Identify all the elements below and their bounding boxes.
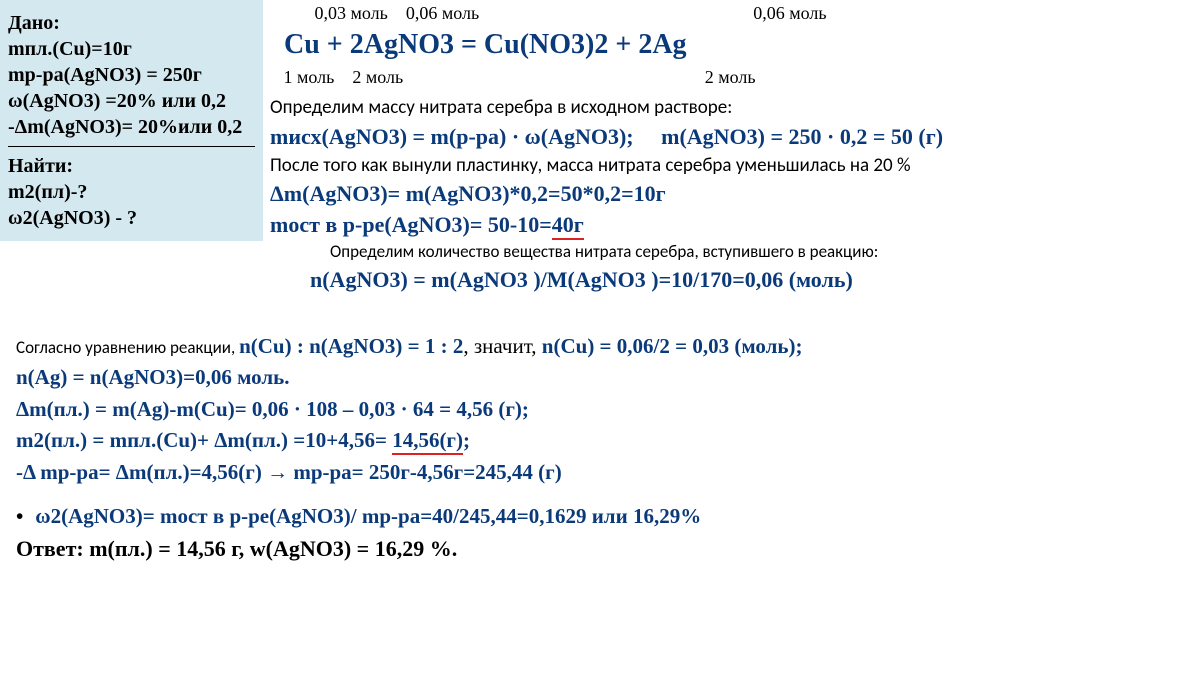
mol-label: 0,06 моль xyxy=(406,3,479,23)
answer-line: Ответ: m(пл.) = 14,56 г, w(AgNO3) = 16,2… xyxy=(16,533,1186,565)
step-description: Определим массу нитрата серебра в исходн… xyxy=(270,95,1190,121)
find-line: m2(пл)-? xyxy=(8,179,255,205)
mol-label: 0,03 моль xyxy=(315,3,388,23)
given-line: mпл.(Cu)=10г xyxy=(8,36,255,62)
mol-label: 1 моль xyxy=(284,67,335,87)
given-line: mр-ра(AgNO3) = 250г xyxy=(8,62,255,88)
omega-line: • ω2(AgNO3)= mост в р-ре(AgNO3)/ mр-ра=4… xyxy=(16,501,1186,531)
formula-line: n(AgNO3) = m(AgNO3 )/М(AgNO3 )=10/170=0,… xyxy=(310,265,1190,295)
mol-label: 0,06 моль xyxy=(753,3,826,23)
find-title: Найти: xyxy=(8,153,255,179)
step-description: После того как вынули пластинку, масса н… xyxy=(270,153,1190,179)
chemical-equation: Cu + 2AgNO3 = Cu(NO3)2 + 2Ag xyxy=(270,26,1190,64)
solution-block-bottom: Согласно уравнению реакции, n(Cu) : n(Ag… xyxy=(16,330,1186,566)
underlined-result: 14,56(г) xyxy=(392,428,463,455)
mol-label: 2 моль xyxy=(352,67,403,87)
formula-line: Δm(AgNO3)= m(AgNO3)*0,2=50*0,2=10г xyxy=(270,179,1190,209)
formula-line: n(Ag) = n(AgNO3)=0,06 моль. xyxy=(16,362,1186,392)
mol-label: 2 моль xyxy=(705,67,756,87)
given-panel: Дано: mпл.(Cu)=10г mр-ра(AgNO3) = 250г ω… xyxy=(0,0,263,241)
solution-block-top: 0,03 моль 0,06 моль 0,06 моль Cu + 2AgNO… xyxy=(270,0,1190,295)
mole-labels-bottom: 1 моль 2 моль 2 моль xyxy=(270,65,1190,89)
underlined-result: 40г xyxy=(552,212,584,240)
formula-line: -Δ mр-ра= Δm(пл.)=4,56(г) → mр-ра= 250г-… xyxy=(16,457,1186,487)
bullet-icon: • xyxy=(16,501,30,531)
given-line: ω(AgNO3) =20% или 0,2 xyxy=(8,88,255,114)
given-line: -Δm(AgNO3)= 20%или 0,2 xyxy=(8,114,255,140)
given-title: Дано: xyxy=(8,10,255,36)
mole-labels-top: 0,03 моль 0,06 моль 0,06 моль xyxy=(270,1,1190,25)
given-divider xyxy=(8,146,255,147)
formula-line: mост в р-ре(AgNO3)= 50-10=40г xyxy=(270,210,1190,240)
reasoning-line: Согласно уравнению реакции, n(Cu) : n(Ag… xyxy=(16,331,1186,361)
formula-line: m2(пл.) = mпл.(Cu)+ Δm(пл.) =10+4,56= 14… xyxy=(16,425,1186,455)
formula-line: Δm(пл.) = m(Ag)-m(Cu)= 0,06 · 108 – 0,03… xyxy=(16,394,1186,424)
find-line: ω2(AgNO3) - ? xyxy=(8,205,255,231)
step-description: Определим количество вещества нитрата се… xyxy=(330,241,1190,264)
formula-line: mисх(AgNO3) = m(р-ра) · ω(AgNO3); m(AgNO… xyxy=(270,122,1190,152)
